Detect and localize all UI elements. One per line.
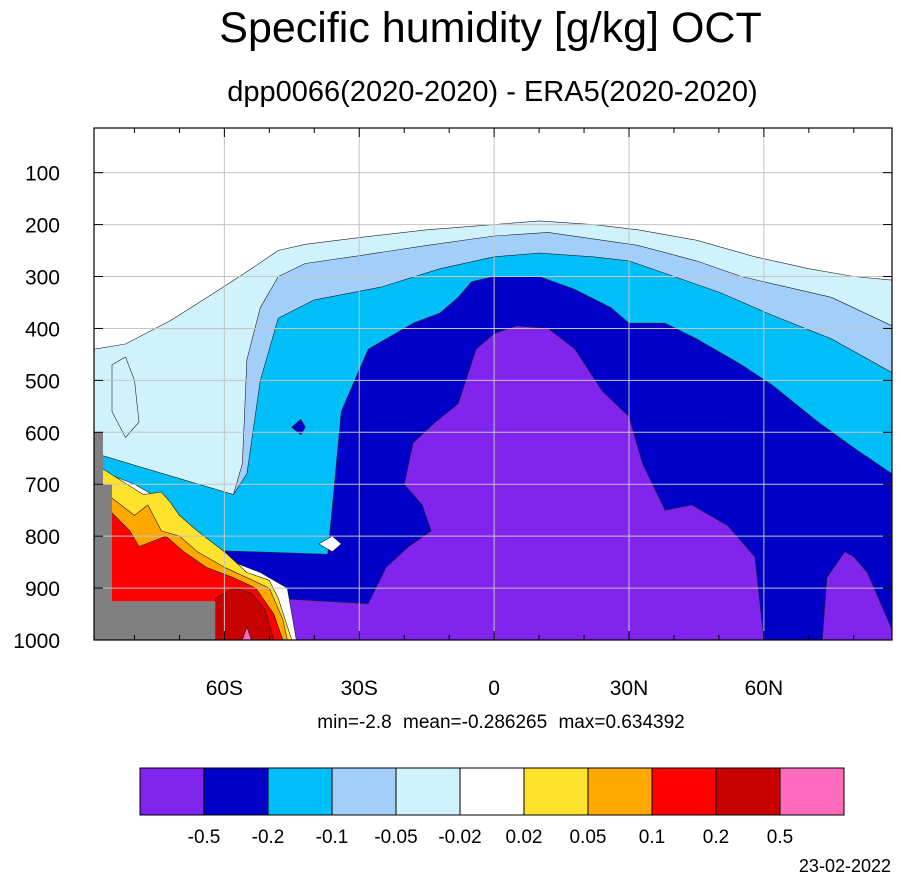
colorbar-label: 0.02	[506, 827, 543, 848]
y-tick-label: 900	[25, 578, 60, 601]
colorbar-label: -0.1	[316, 827, 349, 848]
colorbar-swatch	[523, 767, 589, 816]
colorbar-swatch	[203, 767, 269, 816]
chart-title: Specific humidity [g/kg] OCT	[219, 4, 762, 52]
y-tick-label: 600	[25, 422, 60, 445]
colorbar-swatch	[715, 767, 781, 816]
y-tick-label: 400	[25, 318, 60, 341]
y-tick-label: 300	[25, 267, 60, 290]
y-tick-label: 500	[25, 370, 60, 393]
y-tick-label: 1000	[13, 630, 60, 653]
colorbar-label: 0.1	[639, 827, 665, 848]
missing-data-mask-0	[94, 432, 216, 640]
x-tick-label: 60N	[745, 677, 784, 700]
colorbar-label: -0.02	[438, 827, 481, 848]
colorbar-swatch	[395, 767, 461, 816]
colorbar-label: -0.05	[374, 827, 417, 848]
colorbar-swatch	[331, 767, 397, 816]
colorbar-label: 0.5	[767, 827, 793, 848]
x-tick-label: 60S	[206, 677, 243, 700]
chart-subtitle: dpp0066(2020-2020) - ERA5(2020-2020)	[227, 76, 758, 108]
colorbar-label: -0.2	[252, 827, 285, 848]
x-tick-label: 0	[488, 677, 500, 700]
contour-fill-7	[111, 356, 140, 438]
colorbar-swatch	[779, 767, 845, 816]
colorbar-swatch	[459, 767, 525, 816]
colorbar-swatch	[587, 767, 653, 816]
colorbar-swatch	[267, 767, 333, 816]
y-tick-label: 800	[25, 526, 60, 549]
y-tick-label: 100	[25, 163, 60, 186]
contour-layer	[94, 128, 892, 640]
colorbar-label: -0.5	[188, 827, 221, 848]
colorbar-swatch	[651, 767, 717, 816]
colorbar-swatch	[139, 767, 205, 816]
x-tick-label: 30N	[610, 677, 649, 700]
y-tick-label: 700	[25, 474, 60, 497]
x-tick-label: 30S	[341, 677, 378, 700]
contour-fill-5	[821, 551, 892, 640]
colorbar-label: 0.05	[570, 827, 607, 848]
field-statistics: min=-2.8 mean=-0.286265 max=0.634392	[317, 712, 685, 733]
date-stamp: 23-02-2022	[798, 856, 891, 876]
contour-fill-13	[215, 587, 275, 640]
colorbar-label: 0.2	[703, 827, 729, 848]
contour-fill-14	[242, 626, 252, 640]
y-tick-label: 200	[25, 215, 60, 238]
plot-frame	[93, 127, 893, 641]
contour-fill-9	[318, 535, 342, 553]
